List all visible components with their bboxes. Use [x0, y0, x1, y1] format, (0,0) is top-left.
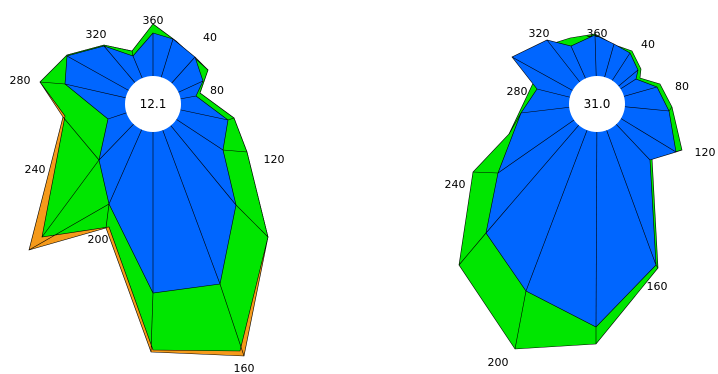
right-label-160: 160	[647, 280, 668, 293]
left-label-280: 280	[10, 74, 31, 87]
left-label-40: 40	[203, 31, 217, 44]
right-label-360: 360	[587, 27, 608, 40]
right-label-200: 200	[488, 356, 509, 369]
right-label-240: 240	[445, 178, 466, 191]
left-label-360: 360	[143, 14, 164, 27]
left-label-80: 80	[210, 84, 224, 97]
left-label-160: 160	[234, 362, 255, 374]
left-center-value: 12.1	[140, 97, 167, 111]
left-inner-polygon	[64, 32, 237, 294]
right-inner-polygon	[485, 34, 677, 328]
left-label-240: 240	[25, 163, 46, 176]
right-center-hole	[569, 76, 625, 132]
right-rose: 31.0 360 40 80 120 160 200 240 280 320	[445, 27, 716, 369]
right-center-value: 31.0	[584, 97, 611, 111]
right-label-80: 80	[675, 80, 689, 93]
right-label-40: 40	[641, 38, 655, 51]
left-direction-labels: 360 40 80 120 160 200 240 280 320	[10, 14, 285, 374]
left-label-120: 120	[264, 153, 285, 166]
right-direction-labels: 360 40 80 120 160 200 240 280 320	[445, 27, 716, 369]
left-label-200: 200	[88, 233, 109, 246]
left-center-hole	[125, 76, 181, 132]
right-label-280: 280	[507, 85, 528, 98]
right-label-320: 320	[529, 27, 550, 40]
right-label-120: 120	[695, 146, 716, 159]
left-rose: 12.1 360 40 80 120 160 200 240 280 320	[10, 14, 285, 374]
left-label-320: 320	[86, 28, 107, 41]
